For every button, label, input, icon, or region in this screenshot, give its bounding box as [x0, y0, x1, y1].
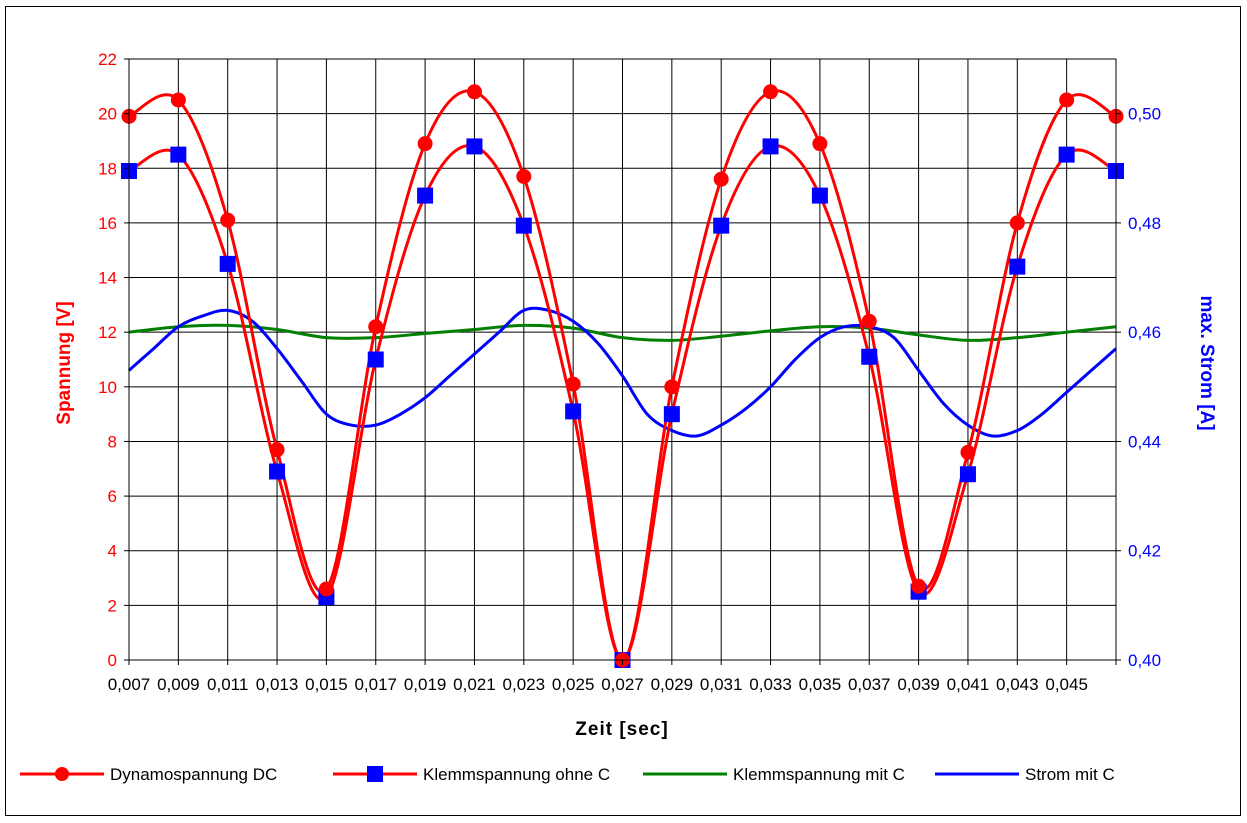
data-point-circle [417, 136, 433, 152]
data-point-square [1058, 146, 1075, 163]
x-tick-label: 0,023 [503, 675, 546, 694]
data-point-square [466, 138, 483, 155]
data-point-circle [170, 92, 186, 108]
data-point-square [417, 187, 434, 204]
y-left-tick-label: 0 [108, 651, 117, 670]
series-markers [121, 84, 1124, 668]
y-left-tick-label: 6 [108, 487, 117, 506]
y-left-tick-label: 18 [98, 159, 117, 178]
data-point-square [811, 187, 828, 204]
data-point-circle [861, 313, 877, 329]
data-point-square [269, 463, 286, 480]
data-point-circle [1059, 92, 1075, 108]
x-tick-label: 0,013 [256, 675, 299, 694]
data-point-circle [368, 319, 384, 335]
x-tick-label: 0,027 [601, 675, 644, 694]
x-tick-label: 0,007 [108, 675, 151, 694]
x-tick-label: 0,035 [799, 675, 842, 694]
data-point-square [762, 138, 779, 155]
series-line-4 [128, 306, 1117, 438]
legend-label: Strom mit C [1025, 765, 1115, 784]
y-left-tick-label: 12 [98, 323, 117, 342]
x-tick-label: 0,015 [305, 675, 348, 694]
x-tick-label: 0,033 [749, 675, 792, 694]
axes: 0 2 4 6 8 10 12 14 16 18 20 22 0,40 0,42 0,44 0,46 0,48 0… [98, 50, 1161, 694]
legend-item: Klemmspannung mit C [643, 765, 905, 784]
legend-label: Klemmspannung mit C [733, 765, 905, 784]
legend-label: Klemmspannung ohne C [423, 765, 610, 784]
x-tick-label: 0,045 [1045, 675, 1088, 694]
data-point-circle [466, 84, 482, 100]
legend: Dynamospannung DC Klemmspannung ohne C Kle… [20, 765, 1115, 784]
data-point-square [1009, 258, 1026, 275]
y-right-tick-label: 0,50 [1128, 105, 1161, 124]
x-tick-label: 0,039 [897, 675, 940, 694]
series-line-3 [128, 323, 1117, 342]
legend-marker-square [367, 766, 383, 782]
y-left-tick-label: 16 [98, 214, 117, 233]
y-left-tick-label: 8 [108, 432, 117, 451]
data-point-circle [516, 168, 532, 184]
x-tick-label: 0,019 [404, 675, 447, 694]
data-point-square [219, 255, 236, 272]
data-point-circle [812, 136, 828, 152]
data-point-circle [318, 581, 334, 597]
x-tick-label: 0,037 [848, 675, 891, 694]
data-point-square [861, 348, 878, 365]
y-right-tick-label: 0,40 [1128, 651, 1161, 670]
y-right-tick-label: 0,44 [1128, 432, 1161, 451]
legend-item: Klemmspannung ohne C [333, 765, 610, 784]
data-point-square [170, 146, 187, 163]
x-axis-title: Zeit [sec] [575, 719, 668, 740]
y-axis-right-title: max. Strom [A] [1196, 295, 1217, 430]
y-left-tick-label: 2 [108, 596, 117, 615]
legend-item: Strom mit C [935, 765, 1115, 784]
y-left-tick-label: 22 [98, 50, 117, 69]
x-tick-label: 0,043 [996, 675, 1039, 694]
x-tick-label: 0,017 [354, 675, 397, 694]
x-tick-label: 0,021 [453, 675, 496, 694]
data-point-square [713, 217, 730, 234]
y-right-tick-label: 0,46 [1128, 323, 1161, 342]
plot-area-border [128, 58, 1117, 661]
y-axis-left-title: Spannung [V] [54, 301, 75, 424]
y-right-tick-label: 0,48 [1128, 214, 1161, 233]
x-tick-label: 0,041 [947, 675, 990, 694]
y-left-tick-label: 14 [98, 269, 117, 288]
data-point-circle [960, 444, 976, 460]
data-point-square [367, 351, 384, 368]
legend-item: Dynamospannung DC [20, 765, 277, 784]
data-point-square [959, 466, 976, 483]
y-left-tick-label: 20 [98, 105, 117, 124]
grid [128, 58, 1117, 661]
data-point-circle [565, 376, 581, 392]
x-tick-label: 0,011 [207, 675, 248, 694]
y-left-tick-label: 4 [108, 542, 117, 561]
data-point-circle [269, 442, 285, 458]
data-point-circle [664, 379, 680, 395]
data-point-square [663, 406, 680, 423]
data-point-square [515, 217, 532, 234]
x-tick-label: 0,031 [700, 675, 743, 694]
data-point-circle [911, 578, 927, 594]
legend-marker-circle [55, 767, 69, 781]
data-point-circle [1009, 215, 1025, 231]
data-point-circle [220, 212, 236, 228]
x-tick-label: 0,029 [651, 675, 694, 694]
x-tick-label: 0,009 [157, 675, 200, 694]
y-left-tick-label: 10 [98, 378, 117, 397]
y-right-tick-label: 0,42 [1128, 542, 1161, 561]
data-point-circle [713, 171, 729, 187]
data-point-square [565, 403, 582, 420]
data-point-circle [763, 84, 779, 100]
x-tick-label: 0,025 [552, 675, 595, 694]
legend-label: Dynamospannung DC [110, 765, 277, 784]
